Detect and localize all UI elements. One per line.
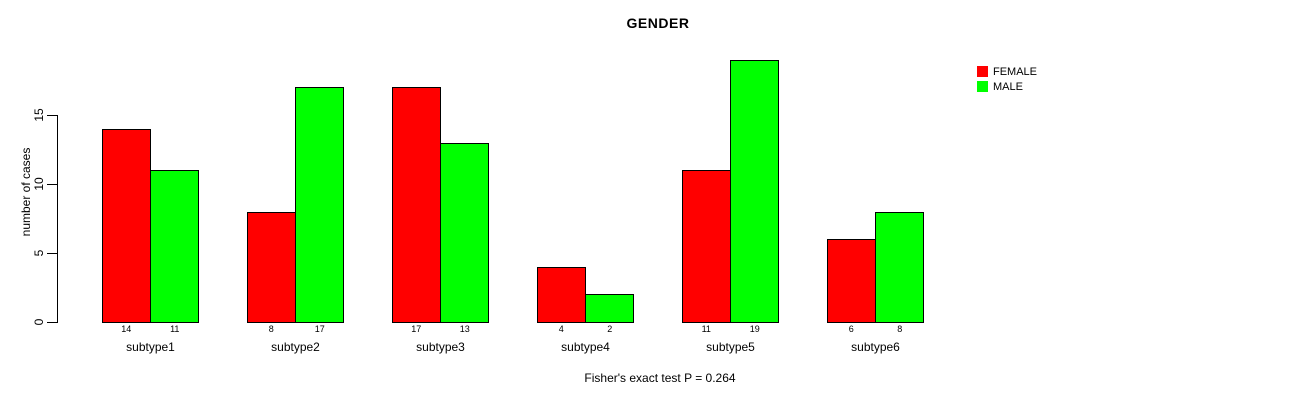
bar-value-label: 8 <box>897 324 903 334</box>
bar-male-subtype1 <box>149 170 199 323</box>
y-tick-label: 0 <box>32 318 46 326</box>
bar-value-label: 17 <box>411 324 422 334</box>
bar-female-subtype5 <box>682 170 731 323</box>
bar-value-label: 6 <box>848 324 854 334</box>
y-axis-title: number of cases <box>19 147 33 237</box>
y-tick-label: 10 <box>32 177 46 191</box>
bar-female-subtype1 <box>102 129 151 323</box>
category-label-subtype5: subtype5 <box>706 340 755 354</box>
male-color-swatch <box>977 81 988 92</box>
chart-title: GENDER <box>626 15 690 31</box>
bar-value-label: 11 <box>170 324 180 334</box>
y-tick-label: 5 <box>32 249 46 257</box>
legend: FEMALE MALE <box>977 64 1037 94</box>
bar-value-label: 8 <box>268 324 274 334</box>
y-tick-mark <box>47 115 57 116</box>
bar-male-subtype6 <box>874 212 924 323</box>
bar-male-subtype2 <box>294 87 344 323</box>
category-label-subtype6: subtype6 <box>851 340 900 354</box>
y-tick-label: 15 <box>32 108 46 122</box>
legend-label-female: FEMALE <box>993 65 1038 78</box>
bar-value-label: 13 <box>459 324 470 334</box>
category-label-subtype4: subtype4 <box>561 340 610 354</box>
legend-item-female: FEMALE <box>977 64 1037 79</box>
legend-item-male: MALE <box>977 79 1037 94</box>
bar-value-label: 17 <box>314 324 325 334</box>
y-tick-mark <box>47 184 57 185</box>
bar-female-subtype4 <box>537 267 586 323</box>
bar-value-label: 2 <box>607 324 613 334</box>
bar-male-subtype4 <box>584 294 634 323</box>
bar-value-label: 14 <box>121 324 132 334</box>
bar-female-subtype3 <box>392 87 441 323</box>
bar-male-subtype5 <box>729 60 779 323</box>
bar-female-subtype6 <box>827 239 876 323</box>
legend-label-male: MALE <box>993 80 1023 93</box>
y-tick-mark <box>47 322 57 323</box>
bar-female-subtype2 <box>247 212 296 323</box>
bar-value-label: 19 <box>749 324 760 334</box>
category-label-subtype2: subtype2 <box>271 340 320 354</box>
fisher-test-annotation: Fisher's exact test P = 0.264 <box>584 371 736 385</box>
y-axis-line <box>57 115 58 323</box>
category-label-subtype3: subtype3 <box>416 340 465 354</box>
female-color-swatch <box>977 66 988 77</box>
category-label-subtype1: subtype1 <box>126 340 175 354</box>
bar-male-subtype3 <box>439 143 489 323</box>
y-tick-mark <box>47 253 57 254</box>
bar-value-label: 11 <box>701 324 711 334</box>
bar-value-label: 4 <box>558 324 564 334</box>
